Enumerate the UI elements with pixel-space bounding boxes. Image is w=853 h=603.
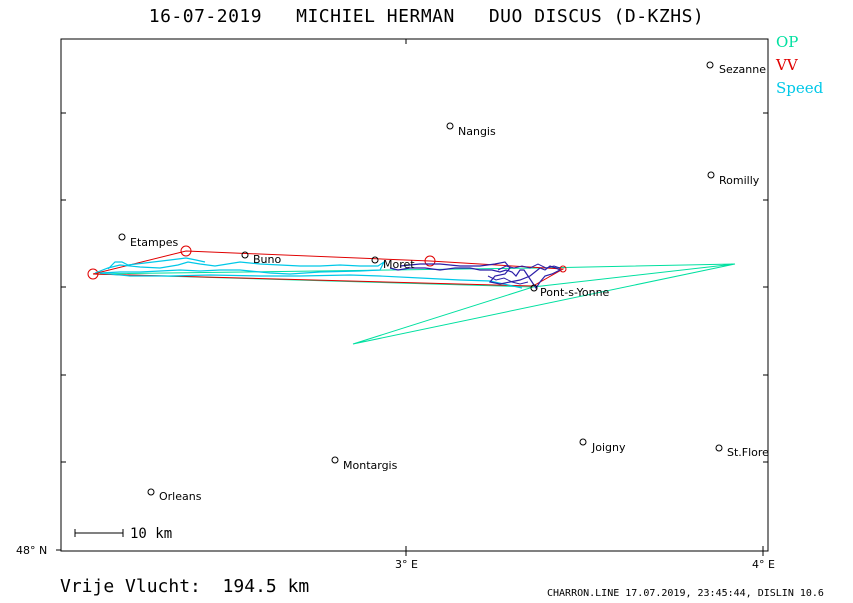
free-flight-distance: Vrije Vlucht: 194.5 km (60, 576, 310, 597)
speed-track (107, 257, 206, 270)
town-marker-sezanne (706, 61, 714, 69)
town-marker-joigny (579, 438, 587, 446)
render-info: CHARRON.LINE 17.07.2019, 23:45:44, DISLI… (547, 588, 824, 599)
x-axis-label-3e: 3° E (395, 558, 418, 571)
legend-vv: VV (776, 56, 798, 74)
speed-track-dense (497, 263, 561, 271)
town-label-moret: Moret (383, 258, 415, 271)
town-marker-orleans (147, 488, 155, 496)
town-marker-romilly (707, 171, 715, 179)
op-task-line (92, 263, 736, 345)
speed-track-dense (389, 261, 562, 290)
town-label-orleans: Orleans (159, 490, 202, 503)
scale-bar-label: 10 km (130, 526, 172, 542)
town-marker-st-flore (715, 444, 723, 452)
y-axis-label: 48° N (16, 544, 47, 557)
town-marker-moret (371, 256, 379, 264)
town-label-romilly: Romilly (719, 174, 760, 187)
vv-turnpoint-marker (559, 265, 567, 273)
map-frame (60, 38, 769, 552)
town-label-buno: Buno (253, 253, 281, 266)
chart-title: 16-07-2019 MICHIEL HERMAN DUO DISCUS (D-… (148, 6, 705, 27)
town-label-sezanne: Sezanne (719, 63, 766, 76)
speed-track-dense (487, 275, 529, 285)
vv-turnpoint-marker (87, 268, 99, 280)
town-marker-etampes (118, 233, 126, 241)
town-marker-montargis (331, 456, 339, 464)
scale-bar (74, 529, 124, 537)
town-marker-buno (241, 251, 249, 259)
vv-flight-line (92, 250, 565, 287)
legend-op: OP (776, 33, 799, 51)
town-label-etampes: Etampes (130, 236, 178, 249)
town-markers (118, 61, 723, 496)
town-label-st-flore: St.Flore (727, 446, 769, 459)
legend-speed: Speed (776, 79, 824, 97)
vv-turnpoint-marker (180, 245, 192, 257)
town-label-pont-s-yonne: Pont-s-Yonne (540, 286, 610, 299)
town-marker-nangis (446, 122, 454, 130)
vv-turnpoint-marker (424, 255, 436, 267)
x-axis-label-4e: 4° E (752, 558, 775, 571)
y-ticks (56, 39, 768, 556)
speed-track (94, 260, 523, 289)
town-label-montargis: Montargis (343, 459, 398, 472)
town-marker-pont-s-yonne (530, 284, 538, 292)
town-label-joigny: Joigny (591, 441, 626, 454)
town-label-nangis: Nangis (458, 125, 496, 138)
